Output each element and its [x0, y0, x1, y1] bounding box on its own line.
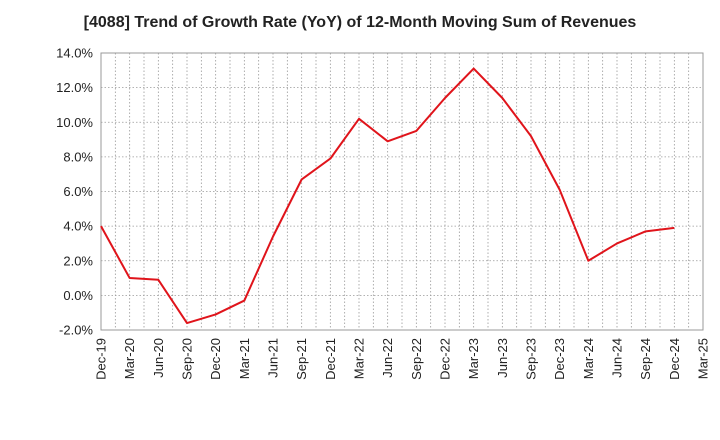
- x-tick-label: Jun-23: [495, 338, 510, 378]
- x-tick-label: Jun-21: [266, 338, 281, 378]
- axes: [100, 52, 704, 331]
- x-tick-label: Dec-21: [323, 338, 338, 380]
- x-tick-label: Mar-21: [237, 338, 252, 379]
- series-layer: [100, 67, 675, 325]
- x-tick-label: Dec-20: [208, 338, 223, 380]
- x-tick-label: Dec-23: [552, 338, 567, 380]
- x-tick-label: Mar-25: [696, 338, 711, 379]
- y-tick-label: 8.0%: [63, 149, 93, 164]
- y-tick-label: -2.0%: [59, 323, 93, 338]
- y-axis-ticks: 14.0% 12.0% 10.0% 8.0% 6.0% 4.0% 2.0% 0.0% -2.0%: [56, 46, 93, 338]
- x-tick-label: Sep-23: [524, 338, 539, 380]
- x-tick-label: Dec-22: [438, 338, 453, 380]
- x-tick-label: Dec-19: [94, 338, 109, 380]
- y-tick-label: 4.0%: [63, 219, 93, 234]
- x-tick-label: Mar-24: [581, 338, 596, 379]
- x-tick-label: Jun-20: [151, 338, 166, 378]
- x-tick-label: Sep-22: [409, 338, 424, 380]
- x-tick-label: Dec-24: [667, 338, 682, 380]
- x-tick-label: Mar-20: [122, 338, 137, 379]
- x-tick-label: Sep-20: [180, 338, 195, 380]
- chart-title: [4088] Trend of Growth Rate (YoY) of 12-…: [83, 14, 637, 31]
- x-tick-label: Mar-23: [466, 338, 481, 379]
- grid-lines: [101, 52, 703, 331]
- y-tick-label: 14.0%: [56, 46, 93, 61]
- y-tick-label: 12.0%: [56, 80, 93, 95]
- y-tick-label: 2.0%: [63, 253, 93, 268]
- x-tick-label: Jun-22: [380, 338, 395, 378]
- y-tick-label: 0.0%: [63, 288, 93, 303]
- x-tick-label: Jun-24: [610, 338, 625, 378]
- x-tick-label: Mar-22: [352, 338, 367, 379]
- x-tick-label: Sep-24: [638, 338, 653, 380]
- y-tick-label: 6.0%: [63, 184, 93, 199]
- plot-frame: [100, 52, 704, 331]
- x-axis-ticks: Dec-19 Mar-20 Jun-20 Sep-20 Dec-20 Mar-21 Jun-…: [94, 338, 711, 380]
- x-tick-label: Sep-21: [294, 338, 309, 380]
- y-tick-label: 10.0%: [56, 115, 93, 130]
- series-line: [100, 67, 675, 325]
